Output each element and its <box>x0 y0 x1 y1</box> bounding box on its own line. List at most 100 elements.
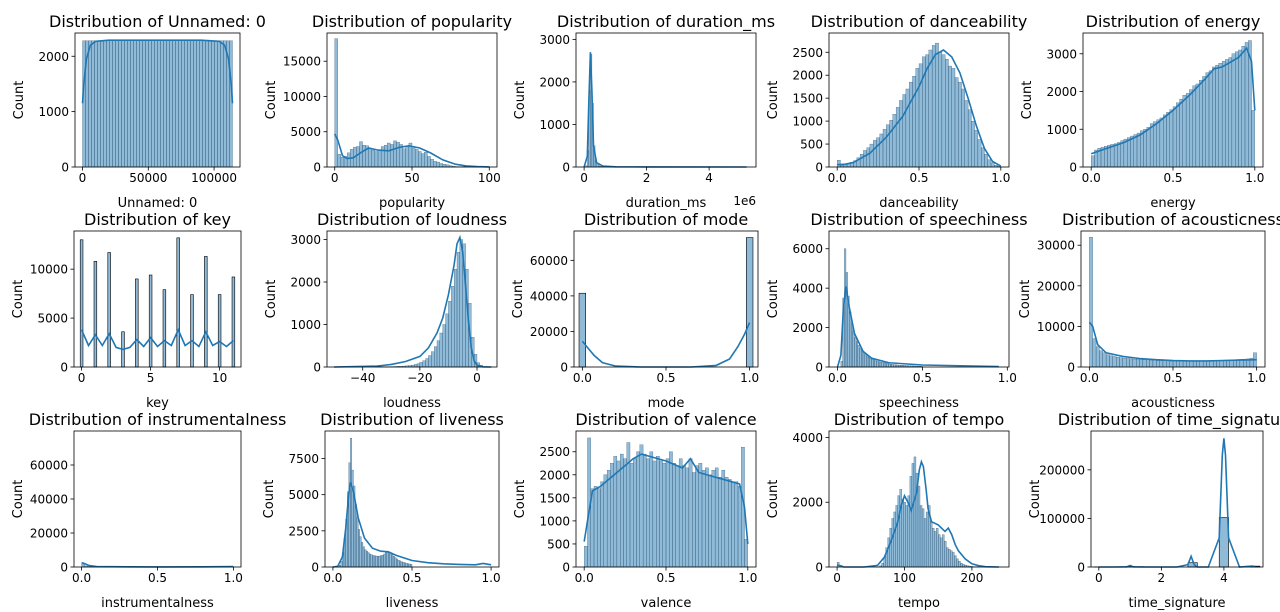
y-tick-label: 2500 <box>792 46 823 60</box>
histogram-bar <box>1182 95 1187 168</box>
histogram-bar <box>399 560 402 568</box>
y-tick-label: 2000 <box>792 496 823 510</box>
histogram-bar <box>1166 360 1170 368</box>
x-tick-label: 1.0 <box>740 371 759 385</box>
histogram-bar <box>961 88 965 168</box>
histogram-bar <box>384 145 388 168</box>
subplot-11: 0.0 0.5 1.0 0 20000 40000 60000 Distribution of… <box>11 410 286 611</box>
x-tick-label: 0.5 <box>148 571 167 585</box>
histogram-bar <box>405 563 408 568</box>
histogram-bar <box>721 470 726 568</box>
histogram-bar <box>1195 83 1200 168</box>
histogram-bar <box>639 444 644 568</box>
histogram-bar <box>394 557 397 568</box>
histogram-bar <box>878 361 881 368</box>
histogram-bar <box>642 453 647 568</box>
subplot-7: −40 −20 0 0 1000 2000 3000 Distribution of loud… <box>264 210 507 411</box>
histogram-bar <box>840 360 843 368</box>
histogram-bar <box>745 237 754 368</box>
y-tick-label: 0 <box>815 561 823 575</box>
x-tick-label: 1.0 <box>1245 171 1264 185</box>
histogram-bar <box>1238 49 1242 168</box>
y-axis-label: Count <box>262 480 277 519</box>
y-tick-label: 0 <box>60 561 68 575</box>
histogram-bar <box>895 107 900 168</box>
x-tick-label: 200 <box>960 571 983 585</box>
x-tick-label: 1.0 <box>224 571 243 585</box>
histogram-bar <box>649 451 654 568</box>
histogram-bar <box>705 467 709 568</box>
histogram-bar <box>1122 357 1127 368</box>
histogram-bar <box>857 345 860 368</box>
histogram-bar <box>157 40 161 168</box>
chart-title: Distribution of tempo <box>834 410 1005 429</box>
histogram-bar <box>1212 66 1216 168</box>
histogram-bar <box>929 521 933 568</box>
subplot-6: 0 5 10 0 5000 10000 Distribution of key key Coun… <box>11 210 242 411</box>
histogram-bar <box>915 68 920 168</box>
histogram-bar <box>1213 360 1217 368</box>
histogram-bar <box>190 294 194 368</box>
histogram-bar <box>623 458 627 568</box>
histogram-bar <box>115 40 119 168</box>
histogram-bar <box>370 554 373 568</box>
histogram-bar <box>934 531 937 568</box>
y-tick-label: 3000 <box>1046 47 1077 61</box>
histogram-bar <box>866 355 869 368</box>
histogram-bar <box>874 360 877 368</box>
histogram-bar <box>1136 132 1141 168</box>
histogram-bar <box>356 517 359 568</box>
y-tick-label: 40000 <box>30 493 68 507</box>
histogram-bar <box>905 505 909 568</box>
y-tick-label: 0 <box>1067 361 1075 375</box>
histogram-bar <box>1244 42 1249 168</box>
x-tick-label: 0.0 <box>828 171 847 185</box>
histogram-bar <box>1218 517 1229 568</box>
histogram-bar <box>895 505 898 568</box>
histogram-bar <box>403 562 406 568</box>
y-tick-label: 200000 <box>1039 463 1085 477</box>
histogram-bar <box>1169 109 1174 168</box>
histogram-bar <box>954 77 959 168</box>
chart-title: Distribution of energy <box>1086 12 1261 31</box>
axes-frame <box>573 230 759 368</box>
histogram-bar <box>967 109 972 168</box>
chart-title: Distribution of valence <box>575 410 756 429</box>
histogram-bar <box>386 550 389 568</box>
y-tick-label: 0 <box>560 361 568 375</box>
kde-line <box>583 453 749 544</box>
x-tick-label: 0.5 <box>402 571 421 585</box>
histogram-bar <box>427 156 431 168</box>
x-axis-label: speechiness <box>879 396 959 411</box>
x-tick-label: 0.5 <box>656 371 675 385</box>
subplot-1: 0 50000 100000 0 1000 2000 Distribution of Unn… <box>12 12 266 211</box>
histogram-bar <box>217 294 222 368</box>
axes-frame <box>74 32 241 168</box>
histogram-bar <box>941 54 946 168</box>
histogram-bar <box>946 547 949 568</box>
bars <box>79 237 236 368</box>
histogram-bar <box>837 159 841 168</box>
histogram-bar <box>1251 110 1255 168</box>
bars <box>837 42 1001 168</box>
x-tick-label: 2 <box>643 171 651 185</box>
subplot-13: 0.0 0.5 1.0 0 500 1000 1500 2000 2500 Distributio… <box>513 410 757 611</box>
histogram-bar <box>351 469 354 568</box>
subplot-15: 0 2 4 0 100000 200000 Distribution of time_sig… <box>1028 410 1280 611</box>
x-tick-label: 0 <box>78 371 86 385</box>
histogram-bar <box>1189 361 1194 368</box>
x-axis-label: instrumentalness <box>101 596 214 611</box>
histogram-bar <box>109 40 113 168</box>
histogram-bar <box>378 555 381 568</box>
histogram-bar <box>176 237 180 368</box>
histogram-bar <box>199 40 203 168</box>
histogram-bar <box>196 40 200 168</box>
bars <box>334 38 490 168</box>
chart-title: Distribution of speechiness <box>810 210 1027 229</box>
histogram-bar <box>1133 134 1138 168</box>
histogram-bar <box>606 470 611 568</box>
histogram-bar <box>876 360 879 368</box>
histogram-bar <box>964 100 969 168</box>
y-axis-label: Count <box>513 480 528 519</box>
